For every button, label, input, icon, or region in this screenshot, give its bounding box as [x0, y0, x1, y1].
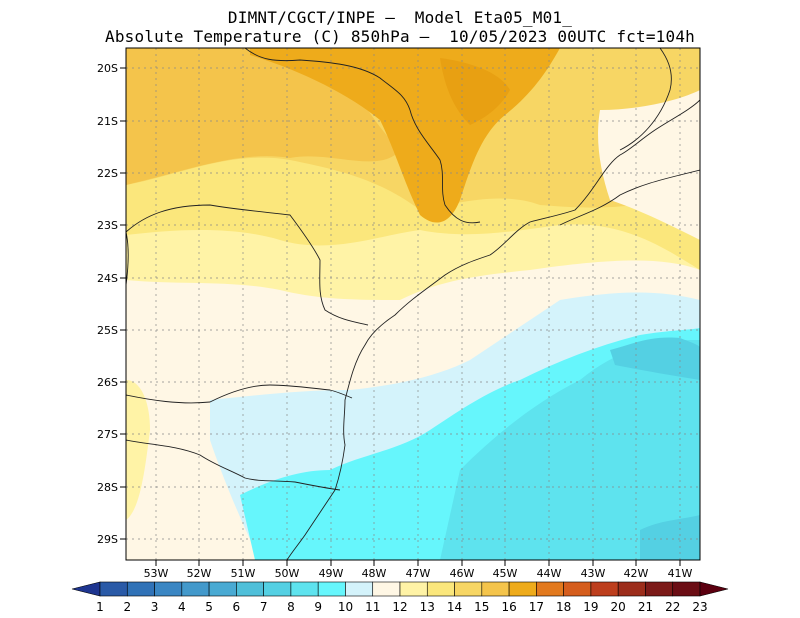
temperature-field — [126, 48, 700, 560]
colorbar-segment — [154, 581, 183, 597]
colorbar: 1 2 3 4 5 6 7 8 9 10 11 12 13 14 15 16 17 18 19 20 21 22 23 — [71, 581, 729, 614]
colorbar-segment — [208, 581, 237, 597]
lat-label: 25S — [97, 324, 118, 337]
border-mg-sp — [559, 169, 700, 226]
colorbar-label: 3 — [151, 600, 159, 614]
colorbar-segment — [290, 581, 319, 597]
lat-label: 29S — [97, 533, 118, 546]
colorbar-segment — [481, 581, 510, 597]
colorbar-segment — [645, 581, 674, 597]
lon-label: 46W — [450, 567, 475, 580]
border-ms-sp — [244, 48, 481, 224]
graticule — [126, 48, 700, 560]
latitude-labels: 20S 21S 22S 23S 24S 25S 26S 27S 28S 29S — [97, 62, 118, 546]
colorbar-left-arrow — [71, 581, 101, 597]
colorbar-label: 4 — [178, 600, 186, 614]
colorbar-segment — [617, 581, 646, 597]
band-7-8-south — [640, 515, 700, 560]
longitude-labels: 53W 52W 51W 50W 49W 48W 47W 46W 45W 44W … — [144, 567, 693, 580]
lon-label: 52W — [187, 567, 212, 580]
colorbar-label: 14 — [447, 600, 462, 614]
colorbar-label: 22 — [665, 600, 680, 614]
colorbar-segment — [563, 581, 592, 597]
colorbar-segment — [672, 581, 701, 597]
lat-label: 27S — [97, 428, 118, 441]
lat-label: 21S — [97, 115, 118, 128]
colorbar-segment — [345, 581, 374, 597]
colorbar-segment — [181, 581, 210, 597]
lat-label: 24S — [97, 272, 118, 285]
lon-label: 42W — [624, 567, 649, 580]
lat-label: 23S — [97, 219, 118, 232]
lon-label: 43W — [581, 567, 606, 580]
colorbar-label: 21 — [638, 600, 653, 614]
lon-label: 45W — [493, 567, 518, 580]
colorbar-label: 15 — [474, 600, 489, 614]
colorbar-segment — [126, 581, 155, 597]
colorbar-label: 16 — [501, 600, 516, 614]
lon-label: 51W — [231, 567, 256, 580]
map-frame — [125, 47, 701, 561]
lon-label: 47W — [406, 567, 431, 580]
border-sc-rs — [126, 439, 341, 491]
lon-label: 53W — [144, 567, 169, 580]
coastline — [286, 99, 700, 560]
colorbar-segment — [99, 581, 128, 597]
axis-ticks — [120, 67, 681, 566]
map-title-line-1: DIMNT/CGCT/INPE – Model Eta05_M01_ — [227, 8, 573, 27]
colorbar-label: 13 — [420, 600, 435, 614]
map-title-line-2: Absolute Temperature (C) 850hPa – 10/05/… — [105, 27, 695, 46]
colorbar-label: 20 — [611, 600, 626, 614]
colorbar-segment — [508, 581, 537, 597]
colorbar-segment — [372, 581, 401, 597]
band-17-18 — [440, 58, 510, 125]
band-13-14-sw — [126, 380, 150, 520]
border-mg-rj — [619, 48, 672, 151]
colorbar-segment — [317, 581, 346, 597]
colorbar-segment — [263, 581, 292, 597]
colorbar-label: 23 — [692, 600, 707, 614]
colorbar-label: 6 — [233, 600, 241, 614]
colorbar-label: 17 — [529, 600, 544, 614]
colorbar-label: 7 — [260, 600, 268, 614]
colorbar-label: 10 — [338, 600, 353, 614]
band-7-8 — [610, 337, 700, 380]
colorbar-segment — [399, 581, 428, 597]
lat-label: 20S — [97, 62, 118, 75]
lon-label: 49W — [319, 567, 344, 580]
colorbar-segment — [236, 581, 264, 597]
lat-label: 22S — [97, 167, 118, 180]
colorbar-label: 11 — [365, 600, 380, 614]
border-pr-sc — [126, 384, 353, 404]
lat-label: 28S — [97, 481, 118, 494]
colorbar-label: 2 — [123, 600, 131, 614]
band-11-12-ne — [598, 90, 700, 240]
colorbar-segment — [536, 581, 564, 597]
colorbar-label: 18 — [556, 600, 571, 614]
colorbar-label: 19 — [583, 600, 598, 614]
lon-label: 41W — [668, 567, 693, 580]
lon-label: 44W — [537, 567, 562, 580]
boundaries — [126, 48, 700, 560]
colorbar-label: 9 — [314, 600, 322, 614]
colorbar-segment — [426, 581, 455, 597]
colorbar-label: 8 — [287, 600, 295, 614]
lon-label: 48W — [362, 567, 387, 580]
border-pr-north — [126, 204, 369, 326]
colorbar-label: 1 — [96, 600, 104, 614]
lon-label: 50W — [275, 567, 300, 580]
colorbar-segment — [454, 581, 483, 597]
colorbar-label: 12 — [392, 600, 407, 614]
colorbar-label: 5 — [205, 600, 213, 614]
colorbar-right-arrow — [699, 581, 729, 597]
lat-label: 26S — [97, 376, 118, 389]
colorbar-segment — [590, 581, 619, 597]
